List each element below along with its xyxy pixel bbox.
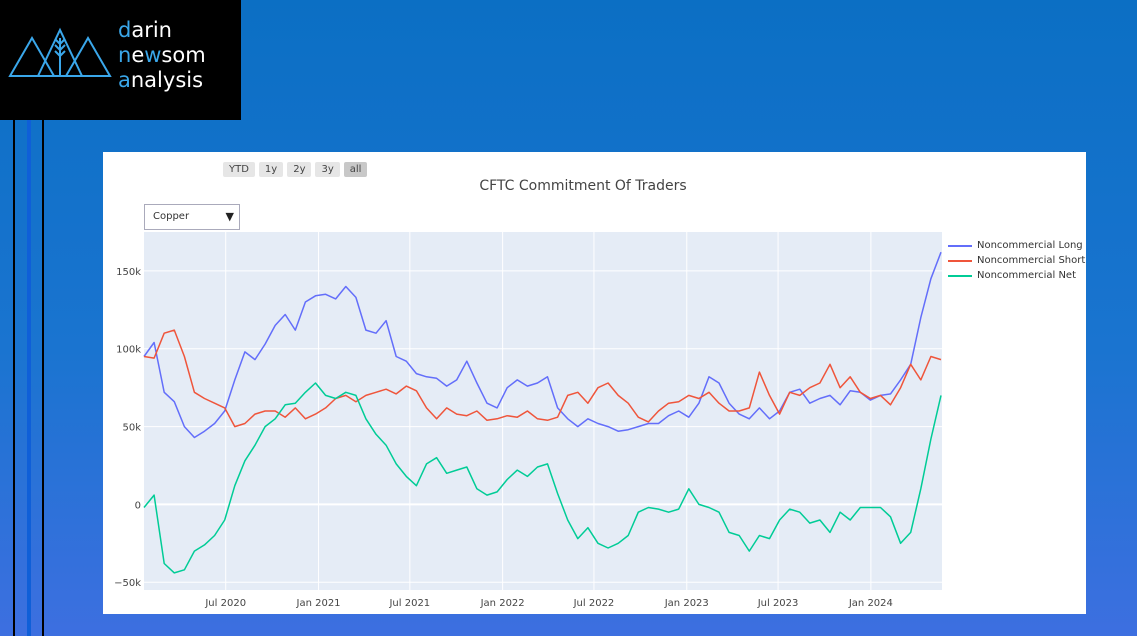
divider-line-blue — [27, 120, 31, 636]
chart-title: CFTC Commitment Of Traders — [479, 178, 687, 194]
legend-swatch-net — [948, 274, 972, 277]
divider-line-left — [13, 120, 15, 636]
dropdown-arrow-icon: ▼ — [225, 210, 234, 223]
y-tick-label: 0 — [135, 500, 141, 511]
series-line-net — [143, 382, 942, 574]
legend-label-short: Noncommercial Short — [977, 255, 1086, 266]
x-tick-label: Jul 2022 — [573, 598, 615, 609]
legend-swatch-long — [948, 244, 972, 247]
y-tick-label: −50k — [114, 578, 141, 589]
mountain-logo-icon — [8, 27, 112, 77]
legend-item-net[interactable]: Noncommercial Net — [948, 268, 1085, 283]
range-selector: YTD 1y 2y 3y all — [223, 162, 368, 177]
legend-label-long: Noncommercial Long — [977, 240, 1083, 251]
chart-legend: Noncommercial Long Noncommercial Short N… — [948, 238, 1085, 283]
range-button-1y[interactable]: 1y — [258, 162, 284, 177]
x-tick-label: Jan 2024 — [848, 598, 893, 609]
y-tick-label: 50k — [122, 423, 141, 434]
chart-card: YTD 1y 2y 3y all CFTC Commitment Of Trad… — [103, 152, 1086, 614]
x-tick-label: Jan 2021 — [296, 598, 341, 609]
logo-wordmark: darin newsom analysis — [118, 18, 206, 92]
range-button-2y[interactable]: 2y — [287, 162, 312, 177]
series-line-short — [143, 329, 942, 428]
chart-plot: Jul 2020 Jan 2021 Jul 2021 Jan 2022 Jul 2022… — [114, 232, 942, 609]
legend-item-long[interactable]: Noncommercial Long — [948, 238, 1085, 253]
dropdown-selected-value: Copper — [153, 211, 190, 222]
range-button-ytd[interactable]: YTD — [223, 162, 255, 177]
legend-swatch-short — [948, 259, 972, 262]
legend-label-net: Noncommercial Net — [977, 270, 1076, 281]
logo-panel: darin newsom analysis — [0, 0, 241, 120]
y-tick-label: 150k — [116, 267, 141, 278]
series-line-long — [143, 251, 942, 439]
legend-item-short[interactable]: Noncommercial Short — [948, 253, 1085, 268]
x-tick-label: Jul 2021 — [388, 598, 430, 609]
y-tick-label: 100k — [116, 345, 141, 356]
x-tick-label: Jul 2023 — [757, 598, 799, 609]
range-button-all[interactable]: all — [343, 162, 368, 177]
x-tick-label: Jan 2023 — [664, 598, 709, 609]
divider-line-right — [42, 120, 44, 636]
x-tick-label: Jan 2022 — [480, 598, 525, 609]
commodity-dropdown[interactable]: Copper ▼ — [144, 204, 240, 230]
range-button-3y[interactable]: 3y — [315, 162, 340, 177]
x-tick-label: Jul 2020 — [204, 598, 246, 609]
plot-area — [144, 232, 942, 590]
